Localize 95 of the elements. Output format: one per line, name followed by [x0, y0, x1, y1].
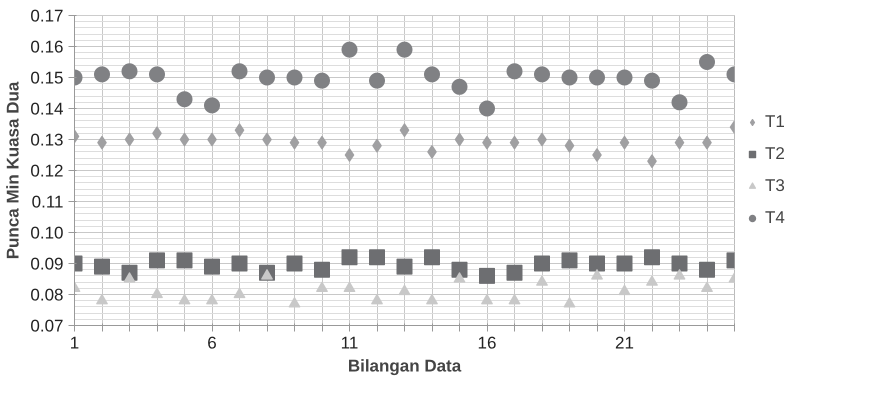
- point: [232, 256, 248, 272]
- y-tick-label: 0.12: [30, 162, 64, 180]
- point: [506, 63, 522, 80]
- point: [207, 132, 217, 146]
- point: [674, 269, 686, 280]
- point: [589, 70, 605, 86]
- y-tick-label: 0.09: [30, 254, 64, 274]
- point: [592, 148, 602, 162]
- point: [149, 252, 165, 268]
- point: [534, 256, 550, 272]
- point: [369, 249, 385, 266]
- point: [286, 70, 302, 86]
- point: [342, 42, 358, 58]
- point: [672, 94, 688, 110]
- point: [701, 281, 713, 292]
- x-tick-label: 21: [615, 334, 634, 352]
- point: [481, 294, 493, 304]
- point: [644, 249, 660, 266]
- point: [204, 258, 220, 275]
- y-tick-label: 0.08: [30, 286, 64, 304]
- y-tick-label: 0.14: [30, 100, 64, 118]
- point: [508, 294, 520, 304]
- point: [454, 272, 466, 283]
- point: [616, 70, 632, 86]
- y-tick-label: 0.13: [30, 130, 64, 150]
- y-tick-label: 0.07: [30, 316, 64, 336]
- point: [426, 294, 438, 304]
- point: [398, 284, 410, 296]
- point: [206, 294, 218, 304]
- point: [672, 256, 688, 272]
- point: [96, 294, 108, 304]
- point: [180, 132, 190, 146]
- y-axis-title: Punca Min Kuasa Dua: [3, 81, 22, 260]
- point: [94, 258, 110, 275]
- point: [314, 72, 330, 89]
- point: [259, 70, 275, 86]
- point: [452, 262, 468, 278]
- point: [232, 63, 248, 80]
- point: [699, 54, 715, 70]
- x-tick-label: 16: [478, 334, 496, 352]
- point: [286, 256, 302, 272]
- point: [314, 262, 330, 278]
- point: [454, 132, 464, 146]
- point: [536, 275, 548, 286]
- point: [534, 66, 550, 82]
- y-tick-label: 0.15: [30, 68, 64, 88]
- legend-label: T3: [765, 176, 785, 196]
- point: [644, 72, 660, 89]
- x-tick-label: 1: [70, 334, 80, 352]
- point: [562, 70, 578, 86]
- point: [316, 281, 328, 292]
- point: [479, 268, 495, 284]
- x-tick-label: 6: [207, 334, 217, 352]
- point: [176, 252, 192, 268]
- point: [369, 72, 385, 89]
- point: [591, 269, 603, 280]
- point: [424, 66, 440, 82]
- x-tick-label: 11: [340, 334, 358, 352]
- point: [564, 296, 576, 308]
- point: [344, 148, 354, 162]
- point: [149, 66, 165, 82]
- point: [124, 132, 134, 146]
- point: [699, 262, 715, 278]
- legend-label: T2: [765, 144, 785, 164]
- point: [204, 97, 220, 114]
- point: [344, 281, 356, 292]
- point: [396, 42, 412, 58]
- point: [424, 249, 440, 266]
- y-tick-label: 0.17: [30, 6, 64, 26]
- point: [646, 275, 658, 286]
- point: [396, 258, 412, 275]
- point: [122, 63, 138, 80]
- y-tick-label: 0.11: [32, 192, 64, 212]
- point: [506, 264, 522, 281]
- point: [537, 132, 547, 146]
- x-axis-title: Bilangan Data: [348, 356, 462, 376]
- point: [618, 284, 630, 296]
- point: [262, 132, 272, 146]
- y-tick-label: 0.10: [30, 224, 64, 242]
- point: [452, 78, 468, 95]
- legend-label: T1: [765, 112, 785, 132]
- point: [371, 294, 383, 304]
- point: [288, 296, 300, 308]
- point: [479, 100, 495, 116]
- point: [176, 91, 192, 108]
- point: [234, 288, 246, 298]
- point: [616, 256, 632, 272]
- point: [342, 249, 358, 266]
- legend-label: T4: [765, 208, 785, 228]
- point: [151, 288, 163, 298]
- point: [94, 66, 110, 82]
- point: [178, 294, 190, 304]
- y-tick-label: 0.16: [30, 38, 64, 56]
- point: [562, 252, 578, 268]
- point: [589, 256, 605, 272]
